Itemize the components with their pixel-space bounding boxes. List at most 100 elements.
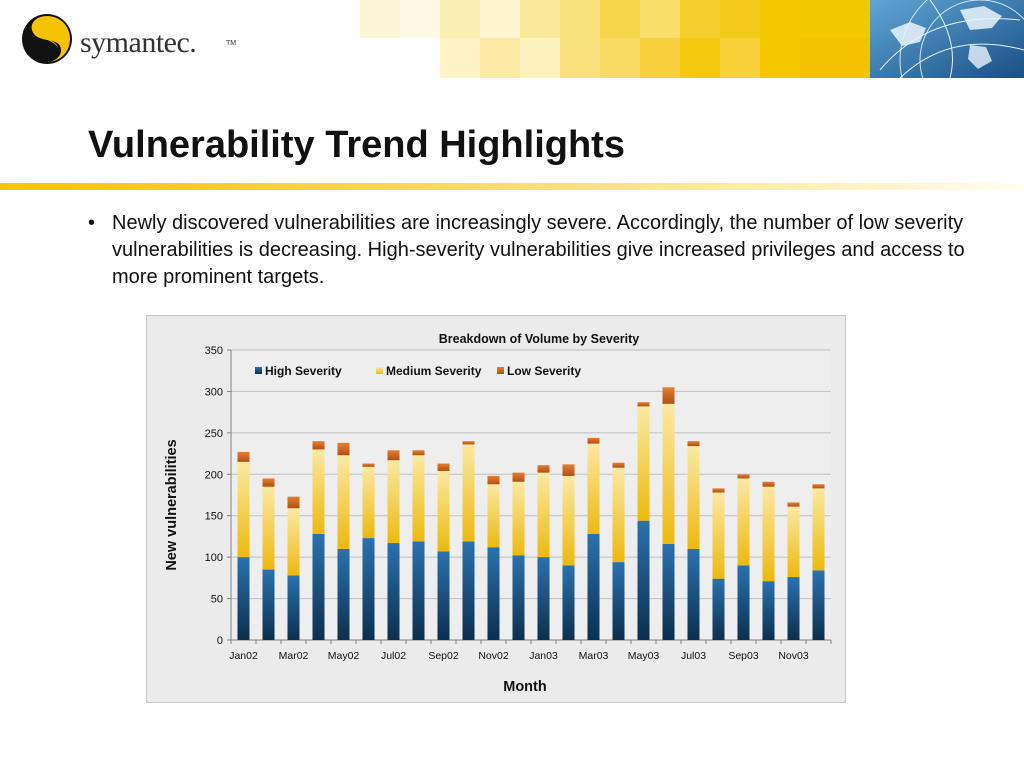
y-tick-label: 50 <box>211 594 223 606</box>
y-tick-label: 200 <box>205 469 223 481</box>
bar-high-severity-may03 <box>637 520 650 640</box>
bar-high-severity-feb03 <box>562 565 575 640</box>
bar-high-severity-may02 <box>337 548 350 640</box>
bullet-dot-icon: • <box>88 212 96 234</box>
bar-high-severity-jul02 <box>387 543 400 640</box>
x-tick-label: Sep03 <box>728 650 759 662</box>
chart-title: Breakdown of Volume by Severity <box>439 332 640 346</box>
x-axis-label: Month <box>503 679 546 695</box>
bar-low-severity-oct02 <box>462 441 475 445</box>
bar-medium-severity-apr03 <box>612 467 625 563</box>
x-tick-label: May03 <box>628 650 660 662</box>
bar-low-severity-feb02 <box>262 478 275 487</box>
bar-medium-severity-nov03 <box>787 506 800 578</box>
bullet-point: • Newly discovered vulnerabilities are i… <box>88 210 968 291</box>
header-banner <box>360 0 870 78</box>
bar-high-severity-oct03 <box>762 581 775 640</box>
y-tick-label: 300 <box>205 386 223 398</box>
bar-medium-severity-jul02 <box>387 460 400 544</box>
bar-high-severity-apr03 <box>612 562 625 640</box>
bar-low-severity-aug02 <box>412 450 425 456</box>
title-divider <box>0 183 1024 190</box>
bar-high-severity-jan02 <box>237 557 250 640</box>
bar-low-severity-may03 <box>637 402 650 407</box>
x-tick-label: Jan02 <box>229 650 258 662</box>
x-tick-label: Jul03 <box>681 650 706 662</box>
bar-low-severity-jan03 <box>537 465 550 473</box>
bar-medium-severity-mar02 <box>287 508 300 576</box>
bar-high-severity-jun03 <box>662 543 675 640</box>
bar-low-severity-aug03 <box>712 488 725 493</box>
bar-medium-severity-sep03 <box>737 478 750 566</box>
bar-medium-severity-may03 <box>637 406 650 521</box>
bar-low-severity-sep03 <box>737 474 750 479</box>
bullet-text: Newly discovered vulnerabilities are inc… <box>112 212 965 288</box>
x-tick-label: Sep02 <box>428 650 459 662</box>
bar-low-severity-dec03 <box>812 484 825 489</box>
bar-medium-severity-aug02 <box>412 455 425 542</box>
bar-low-severity-nov03 <box>787 502 800 507</box>
brand-tm: TM <box>226 40 237 47</box>
bar-medium-severity-oct02 <box>462 444 475 542</box>
bar-medium-severity-aug03 <box>712 492 725 579</box>
legend-label-high-severity: High Severity <box>265 364 342 378</box>
x-tick-label: Jul02 <box>381 650 406 662</box>
bar-medium-severity-jan02 <box>237 461 250 558</box>
slide-title: Vulnerability Trend Highlights <box>88 124 625 166</box>
bar-high-severity-nov02 <box>487 547 500 640</box>
plot-area <box>231 350 831 640</box>
legend-swatch-medium-severity <box>376 367 383 374</box>
bar-high-severity-mar02 <box>287 575 300 640</box>
bar-low-severity-jul02 <box>387 450 400 461</box>
bar-medium-severity-feb02 <box>262 486 275 570</box>
y-tick-label: 150 <box>205 511 223 523</box>
bar-low-severity-oct03 <box>762 481 775 487</box>
globe-image <box>870 0 1024 78</box>
bar-high-severity-jan03 <box>537 557 550 640</box>
bar-low-severity-nov02 <box>487 475 500 485</box>
bar-medium-severity-jan03 <box>537 472 550 558</box>
bar-low-severity-apr02 <box>312 441 325 450</box>
bar-medium-severity-jun02 <box>362 466 375 539</box>
x-tick-label: Jan03 <box>529 650 558 662</box>
bar-high-severity-aug02 <box>412 541 425 640</box>
bar-medium-severity-dec03 <box>812 488 825 571</box>
y-tick-label: 350 <box>205 345 223 357</box>
legend-label-medium-severity: Medium Severity <box>386 364 482 378</box>
bar-high-severity-oct02 <box>462 541 475 640</box>
bar-low-severity-feb03 <box>562 464 575 476</box>
bar-high-severity-aug03 <box>712 578 725 640</box>
x-tick-label: Mar03 <box>579 650 609 662</box>
bar-low-severity-apr03 <box>612 462 625 468</box>
bar-high-severity-mar03 <box>587 533 600 640</box>
bar-high-severity-sep03 <box>737 565 750 640</box>
bar-medium-severity-may02 <box>337 455 350 549</box>
bar-high-severity-jul03 <box>687 548 700 640</box>
brand-name: symantec. <box>80 26 197 59</box>
symantec-logo-mark-icon <box>22 14 72 64</box>
bar-medium-severity-oct03 <box>762 486 775 582</box>
bar-low-severity-jun02 <box>362 463 375 467</box>
y-tick-label: 0 <box>217 635 223 647</box>
severity-chart: 0 50 100 150 200 250 300 350 Jan02 Mar02 May02 Jul0… <box>146 315 846 703</box>
bar-high-severity-feb02 <box>262 569 275 640</box>
legend-swatch-low-severity <box>497 367 504 374</box>
bar-high-severity-dec03 <box>812 570 825 640</box>
bar-low-severity-jul03 <box>687 441 700 447</box>
symantec-logo: symantec. TM <box>20 12 240 66</box>
bar-low-severity-dec02 <box>512 472 525 482</box>
bar-high-severity-nov03 <box>787 577 800 640</box>
bar-high-severity-jun02 <box>362 538 375 640</box>
chart-svg: 0 50 100 150 200 250 300 350 Jan02 Mar02 May02 Jul0… <box>164 332 832 695</box>
y-axis-label: New vulnerabilities <box>164 439 180 570</box>
bar-medium-severity-jul03 <box>687 446 700 549</box>
x-tick-label: Nov03 <box>778 650 809 662</box>
y-tick-label: 250 <box>205 428 223 440</box>
bar-low-severity-may02 <box>337 442 350 456</box>
y-tick-label: 100 <box>205 552 223 564</box>
bar-medium-severity-mar03 <box>587 443 600 534</box>
legend-label-low-severity: Low Severity <box>507 364 581 378</box>
bar-medium-severity-nov02 <box>487 484 500 548</box>
bar-low-severity-jan02 <box>237 451 250 462</box>
bar-high-severity-sep02 <box>437 551 450 640</box>
